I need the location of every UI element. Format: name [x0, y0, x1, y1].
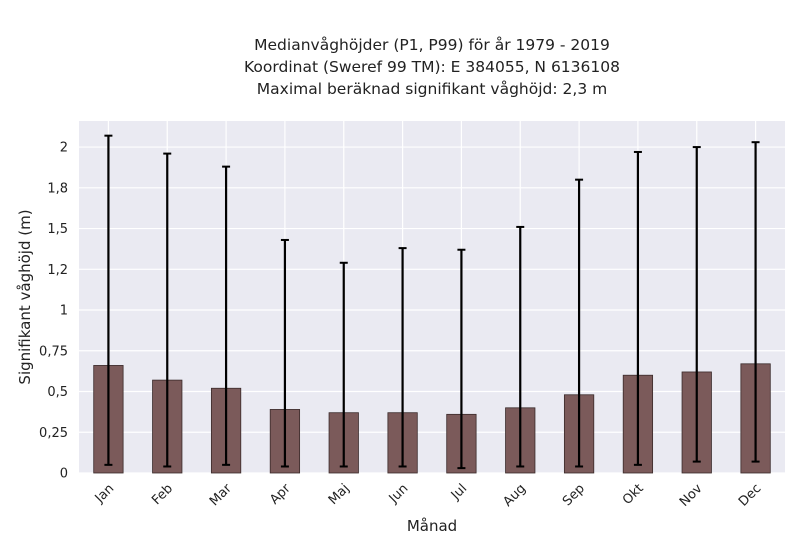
y-tick-label: 0: [60, 467, 68, 482]
x-tick-label: Nov: [677, 481, 706, 510]
y-tick-label: 1: [60, 304, 68, 319]
y-tick-label: 2: [60, 141, 68, 156]
x-tick-label: Dec: [736, 481, 764, 509]
chart-title-line-1: Medianvåghöjder (P1, P99) för år 1979 - …: [254, 36, 610, 54]
x-tick-labels: Jan Feb Mar Apr Maj Jun Jul Aug Sep Okt Nov Dec: [92, 481, 765, 510]
error-bars: [104, 134, 760, 470]
x-tick-label: Jan: [92, 481, 117, 506]
x-tick-label: Okt: [620, 481, 647, 508]
y-tick-label: 0,75: [39, 344, 68, 359]
y-axis-label: Signifikant våghöjd (m): [16, 209, 34, 384]
plot-area: [79, 121, 785, 473]
x-tick-label: Sep: [560, 481, 588, 509]
x-tick-label: Aug: [501, 481, 530, 510]
x-tick-label: Feb: [149, 481, 176, 508]
y-tick-label: 1,5: [47, 222, 68, 237]
y-tick-label: 0,5: [47, 385, 68, 400]
y-tick-label: 0,25: [39, 426, 68, 441]
chart-title: Medianvåghöjder (P1, P99) för år 1979 - …: [79, 34, 785, 100]
y-tick-labels: 0 0,25 0,5 0,75 1 1,2 1,5 1,8 2: [39, 141, 68, 482]
x-tick-label: Jul: [448, 481, 470, 503]
chart-title-line-2: Koordinat (Sweref 99 TM): E 384055, N 61…: [244, 58, 620, 76]
x-axis-label: Månad: [407, 517, 457, 535]
x-tick-label: Mar: [207, 481, 235, 509]
y-tick-label: 1,2: [47, 263, 68, 278]
x-tick-label: Apr: [267, 481, 294, 508]
x-tick-label: Jun: [386, 481, 412, 507]
y-tick-label: 1,8: [47, 181, 68, 196]
x-tick-label: Maj: [326, 481, 353, 508]
chart-title-line-3: Maximal beräknad signifikant våghöjd: 2,…: [256, 80, 608, 98]
